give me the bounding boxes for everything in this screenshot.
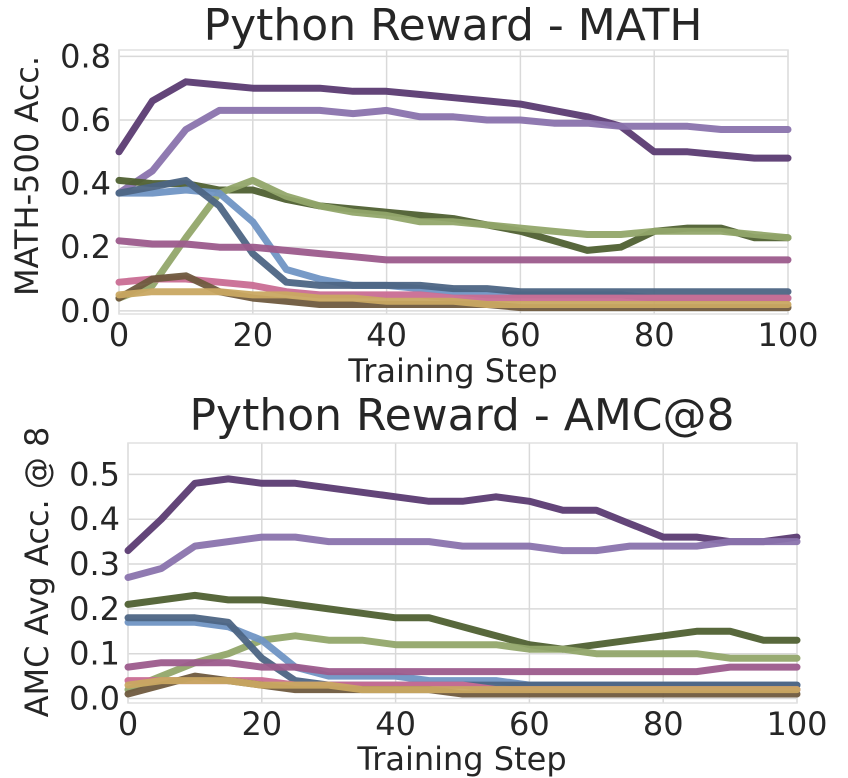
chart-math-series-line-0 bbox=[115, 78, 792, 162]
chart-amc-series-line-1 bbox=[124, 533, 801, 581]
chart-amc-xlabel: Training Step bbox=[356, 740, 566, 778]
chart-amc-series bbox=[124, 475, 801, 698]
chart-math-series-line-1 bbox=[115, 106, 792, 197]
chart-math-series-line-5 bbox=[115, 176, 792, 296]
chart-math-ylabel: MATH-500 Acc. bbox=[8, 56, 46, 296]
chart-math-xtick-label: 20 bbox=[232, 316, 273, 354]
chart-math-xtick-label: 80 bbox=[634, 316, 675, 354]
chart-amc-ylabel: AMC Avg Acc. @ 8 bbox=[18, 427, 56, 718]
chart-math-xtick-label: 100 bbox=[757, 316, 818, 354]
chart-amc-ytick-label: 0.0 bbox=[69, 680, 120, 718]
chart-amc-plot-area bbox=[127, 442, 798, 704]
chart-amc-ytick-label: 0.5 bbox=[69, 455, 120, 493]
chart-math-ytick-label: 0.4 bbox=[60, 165, 111, 203]
chart-amc-yticks: 0.0 0.1 0.2 0.3 0.4 0.5 bbox=[69, 455, 120, 717]
chart-math-series-line-6 bbox=[115, 237, 792, 264]
chart-math-xtick-label: 60 bbox=[500, 316, 541, 354]
chart-math-ytick-label: 0.6 bbox=[60, 101, 111, 139]
chart-amc-series-line-3 bbox=[124, 632, 801, 694]
chart-math-title: Python Reward - MATH bbox=[204, 0, 703, 51]
chart-amc-ytick-label: 0.2 bbox=[69, 590, 120, 628]
chart-math-series bbox=[115, 78, 792, 312]
chart-math-xlabel: Training Step bbox=[347, 352, 557, 390]
chart-math-xticks: 0 20 40 60 80 100 bbox=[109, 316, 819, 354]
chart-amc-xtick-label: 80 bbox=[643, 705, 684, 743]
chart-amc-series-line-9 bbox=[124, 677, 801, 694]
chart-math-ytick-label: 0.8 bbox=[60, 37, 111, 75]
chart-math-ytick-label: 0.0 bbox=[60, 292, 111, 330]
chart-math: Python Reward - MATH 0.0 0.2 0.4 0.6 0.8 0 20… bbox=[8, 0, 819, 390]
chart-amc-xticks: 0 20 40 60 80 100 bbox=[118, 705, 828, 743]
chart-amc: Python Reward - AMC@8 0.0 0.1 0.2 0.3 0.4 0.5… bbox=[18, 390, 828, 778]
chart-amc-xtick-label: 100 bbox=[766, 705, 827, 743]
chart-amc-series-line-0 bbox=[124, 475, 801, 555]
chart-math-series-line-9 bbox=[115, 288, 792, 308]
chart-math-xtick-label: 40 bbox=[366, 316, 407, 354]
chart-amc-series-line-2 bbox=[124, 591, 801, 653]
chart-math-series-line-3 bbox=[115, 176, 792, 302]
chart-math-grid bbox=[118, 50, 789, 314]
chart-amc-xtick-label: 60 bbox=[509, 705, 550, 743]
chart-amc-xtick-label: 0 bbox=[118, 705, 138, 743]
chart-math-plot-area bbox=[118, 49, 789, 315]
chart-amc-ytick-label: 0.1 bbox=[69, 635, 120, 673]
chart-math-yticks: 0.0 0.2 0.4 0.6 0.8 bbox=[60, 37, 111, 329]
chart-math-xtick-label: 0 bbox=[109, 316, 129, 354]
chart-amc-ytick-label: 0.3 bbox=[69, 545, 120, 583]
chart-amc-xtick-label: 20 bbox=[241, 705, 282, 743]
chart-amc-xtick-label: 40 bbox=[375, 705, 416, 743]
chart-math-ytick-label: 0.2 bbox=[60, 228, 111, 266]
chart-amc-series-line-6 bbox=[124, 659, 801, 676]
chart-amc-ytick-label: 0.4 bbox=[69, 500, 120, 538]
chart-amc-title: Python Reward - AMC@8 bbox=[190, 390, 735, 441]
